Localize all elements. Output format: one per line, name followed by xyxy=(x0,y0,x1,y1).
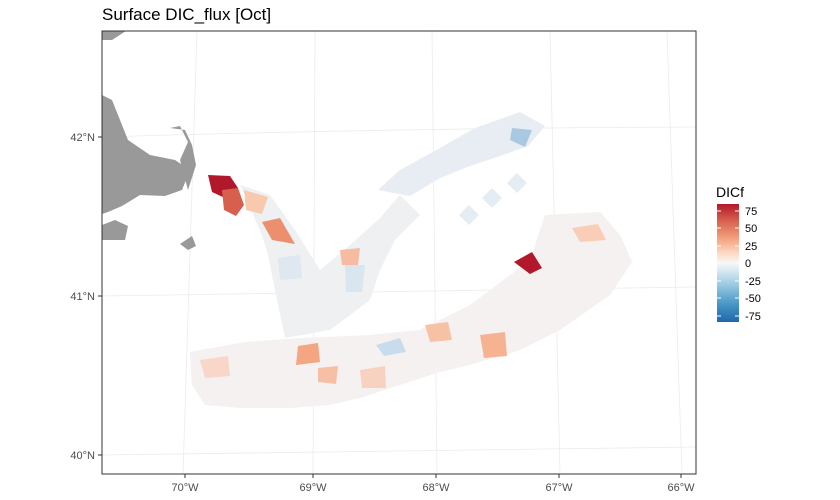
gridline-70w xyxy=(182,31,198,474)
maine-coast xyxy=(102,31,126,40)
cell-warm-b xyxy=(262,218,295,244)
marthas-vineyard xyxy=(102,220,128,240)
cell-high-west xyxy=(222,188,244,216)
cell-warm-i xyxy=(200,356,230,378)
legend-label-25: 25 xyxy=(745,241,757,253)
legend-label-neg25: -25 xyxy=(745,276,761,288)
y-tick-42n: 42°N xyxy=(70,132,95,144)
cell-warm-h xyxy=(425,322,452,342)
gridline-40n xyxy=(102,446,696,456)
offshore-cell-c xyxy=(507,173,527,193)
legend-label-0: 0 xyxy=(745,258,751,270)
offshore-cell-a xyxy=(459,205,479,225)
cell-cool-b xyxy=(345,265,365,292)
x-tick-67w: 67°W xyxy=(545,482,573,494)
cell-warm-c xyxy=(296,343,320,365)
plot-title: Surface DIC_flux [Oct] xyxy=(102,5,272,24)
legend-label-75: 75 xyxy=(745,206,757,218)
cell-warm-a xyxy=(244,190,268,214)
northeast-arm xyxy=(378,112,545,196)
channel-region xyxy=(240,185,420,338)
legend: DICf 75 50 25 0 -25 -50 -75 xyxy=(716,184,761,323)
x-tick-68w: 68°W xyxy=(422,482,450,494)
legend-label-neg50: -50 xyxy=(745,293,761,305)
cell-warm-d xyxy=(318,366,338,384)
cape-cod xyxy=(170,126,196,190)
dic-flux-field xyxy=(190,112,632,408)
axis-ticks xyxy=(98,136,682,478)
y-tick-41n: 41°N xyxy=(70,291,95,303)
offshore-cell-b xyxy=(482,188,502,208)
legend-colorbar xyxy=(717,204,739,322)
cell-cool-c xyxy=(278,255,302,280)
cell-warm-g xyxy=(572,224,606,242)
cell-warm-f xyxy=(340,248,360,265)
x-tick-66w: 66°W xyxy=(667,482,695,494)
cell-peak-east xyxy=(514,252,542,274)
legend-label-50: 50 xyxy=(745,223,757,235)
mainland-massachusetts xyxy=(102,95,190,214)
panel-border xyxy=(101,30,697,475)
legend-title: DICf xyxy=(716,184,744,200)
y-tick-40n: 40°N xyxy=(70,450,95,462)
x-tick-70w: 70°W xyxy=(171,482,199,494)
cell-warm-e xyxy=(480,332,507,358)
cell-warm-j xyxy=(360,366,386,388)
gridline-68w xyxy=(431,31,438,474)
legend-label-neg75: -75 xyxy=(745,311,761,323)
x-tick-69w: 69°W xyxy=(299,482,327,494)
nantucket xyxy=(180,236,196,250)
land xyxy=(102,31,196,250)
gridline-66w xyxy=(666,31,683,474)
cell-cool-ne xyxy=(510,128,532,147)
cell-cool-a xyxy=(376,338,406,356)
